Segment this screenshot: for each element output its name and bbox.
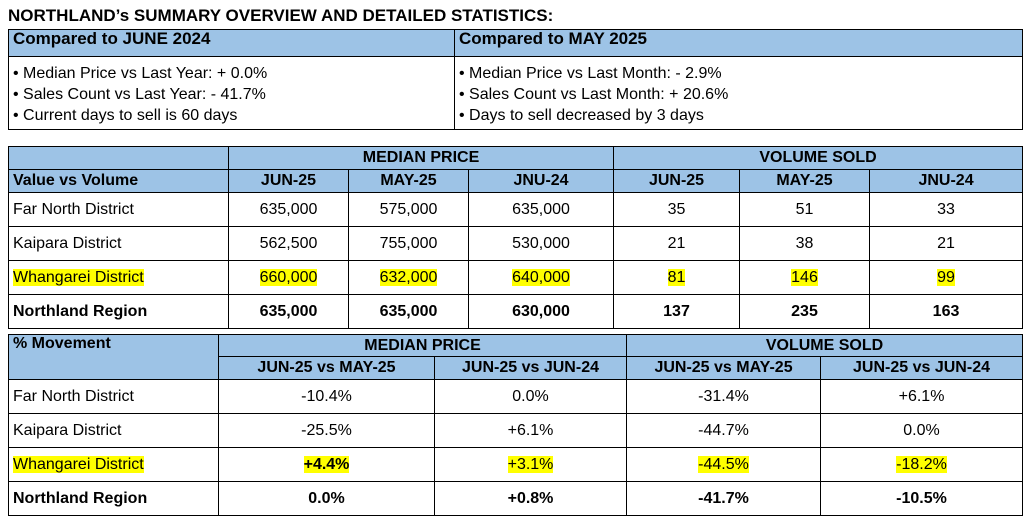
cell: 530,000 — [467, 226, 615, 261]
stats-volume-header: VOLUME SOLD — [613, 146, 1024, 170]
stats-col-header: JNU-24 — [467, 169, 615, 193]
table-row: Northland Region 0.0% +0.8% -41.7% -10.5… — [8, 481, 1024, 516]
movement-volume-header: VOLUME SOLD — [626, 334, 1024, 357]
row-label: Kaipara District — [8, 226, 229, 261]
row-label: Northland Region — [8, 481, 219, 516]
stats-median-header: MEDIAN PRICE — [227, 146, 615, 170]
row-label: Whangarei District — [8, 260, 229, 295]
movement-col-header: JUN-25 vs JUN-24 — [433, 356, 628, 380]
cell: +0.8% — [433, 481, 628, 516]
cell: -18.2% — [820, 447, 1024, 482]
table-row: Kaipara District 562,500 755,000 530,000… — [8, 226, 1024, 261]
highlight-text: -18.2% — [896, 455, 947, 473]
cell: 575,000 — [348, 192, 469, 227]
cell: -44.5% — [626, 447, 822, 482]
highlight-text: 632,000 — [379, 268, 438, 286]
movement-col-header: JUN-25 vs MAY-25 — [626, 356, 822, 380]
cell: 146 — [739, 260, 871, 295]
cell: 635,000 — [348, 294, 469, 329]
summary-right-header: Compared to MAY 2025 — [454, 29, 1023, 57]
table-row: Whangarei District +4.4% +3.1% -44.5% -1… — [8, 447, 1024, 482]
cell: +3.1% — [433, 447, 628, 482]
cell: -25.5% — [218, 413, 435, 448]
table-row: Northland Region 635,000 635,000 630,000… — [8, 294, 1024, 329]
cell: 640,000 — [467, 260, 615, 295]
cell: 38 — [739, 226, 871, 261]
highlight-text: +4.4% — [303, 455, 350, 473]
cell: 35 — [613, 192, 741, 227]
cell: 51 — [739, 192, 871, 227]
stats-col-header: JNU-24 — [869, 169, 1024, 193]
cell: 635,000 — [228, 294, 349, 329]
cell: 33 — [869, 192, 1024, 227]
summary-right-item: • Median Price vs Last Month: - 2.9% — [459, 65, 722, 82]
cell: 163 — [869, 294, 1024, 329]
movement-label-header: % Movement — [8, 334, 219, 380]
summary-left-item: • Current days to sell is 60 days — [13, 107, 238, 124]
row-label: Kaipara District — [8, 413, 219, 448]
page-title: NORTHLAND’s SUMMARY OVERVIEW AND DETAILE… — [8, 6, 554, 25]
highlight-text: -44.5% — [698, 455, 749, 473]
cell: +6.1% — [433, 413, 628, 448]
cell: -41.7% — [626, 481, 822, 516]
movement-col-header: JUN-25 vs MAY-25 — [218, 356, 435, 380]
cell: 0.0% — [433, 379, 628, 414]
cell: +4.4% — [218, 447, 435, 482]
cell: 755,000 — [348, 226, 469, 261]
cell: 235 — [739, 294, 871, 329]
summary-left-item: • Sales Count vs Last Year: - 41.7% — [13, 86, 266, 103]
cell: 635,000 — [228, 192, 349, 227]
row-label: Whangarei District — [8, 447, 219, 482]
cell: 21 — [613, 226, 741, 261]
cell: 0.0% — [820, 413, 1024, 448]
cell: 81 — [613, 260, 741, 295]
highlight-text: 640,000 — [512, 268, 570, 286]
summary-table: Compared to JUNE 2024 Compared to MAY 20… — [8, 29, 1023, 130]
cell: -44.7% — [626, 413, 822, 448]
movement-table: % Movement MEDIAN PRICE VOLUME SOLD JUN-… — [8, 334, 1024, 516]
stats-col-header: MAY-25 — [739, 169, 871, 193]
stats-col-header: JUN-25 — [228, 169, 349, 193]
cell: -31.4% — [626, 379, 822, 414]
summary-left-header: Compared to JUNE 2024 — [8, 29, 455, 57]
cell: -10.5% — [820, 481, 1024, 516]
table-row: Kaipara District -25.5% +6.1% -44.7% 0.0… — [8, 413, 1024, 448]
table-row: Far North District 635,000 575,000 635,0… — [8, 192, 1024, 227]
cell: -10.4% — [218, 379, 435, 414]
cell: +6.1% — [820, 379, 1024, 414]
table-row: Whangarei District 660,000 632,000 640,0… — [8, 260, 1024, 295]
cell: 660,000 — [228, 260, 349, 295]
highlight-text: 660,000 — [259, 268, 318, 286]
stats-col-header: MAY-25 — [348, 169, 469, 193]
table-row: Far North District -10.4% 0.0% -31.4% +6… — [8, 379, 1024, 414]
summary-right-item: • Sales Count vs Last Month: + 20.6% — [459, 86, 729, 103]
cell: 137 — [613, 294, 741, 329]
cell: 635,000 — [467, 192, 615, 227]
row-label: Northland Region — [8, 294, 229, 329]
cell: 21 — [869, 226, 1024, 261]
highlight-text: 81 — [667, 268, 686, 286]
cell: 99 — [869, 260, 1024, 295]
cell: 630,000 — [467, 294, 615, 329]
highlight-text: 146 — [791, 268, 818, 286]
stats-table: MEDIAN PRICE VOLUME SOLD Value vs Volume… — [8, 146, 1024, 329]
summary-left-body: • Median Price vs Last Year: + 0.0% • Sa… — [8, 56, 455, 130]
cell: 632,000 — [348, 260, 469, 295]
highlight-text: +3.1% — [507, 455, 554, 473]
summary-right-body: • Median Price vs Last Month: - 2.9% • S… — [454, 56, 1023, 130]
stats-row-label-header: Value vs Volume — [8, 169, 229, 193]
movement-median-header: MEDIAN PRICE — [217, 334, 628, 357]
cell: 562,500 — [228, 226, 349, 261]
highlight-text: Whangarei District — [13, 455, 144, 473]
highlight-text: Whangarei District — [13, 268, 144, 286]
summary-right-item: • Days to sell decreased by 3 days — [459, 107, 704, 124]
summary-left-item: • Median Price vs Last Year: + 0.0% — [13, 65, 268, 82]
row-label: Far North District — [8, 379, 219, 414]
stats-col-header: JUN-25 — [613, 169, 741, 193]
stats-corner — [8, 146, 229, 170]
cell: 0.0% — [218, 481, 435, 516]
highlight-text: 99 — [937, 268, 955, 286]
movement-col-header: JUN-25 vs JUN-24 — [820, 356, 1024, 380]
row-label: Far North District — [8, 192, 229, 227]
